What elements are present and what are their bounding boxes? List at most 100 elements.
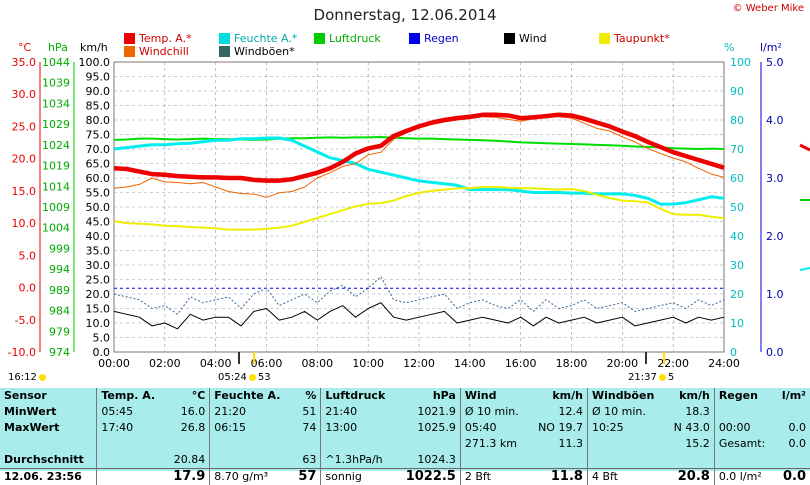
wind-tick-label: 30.0 — [86, 259, 111, 272]
rain-tick-label: 4.0 — [766, 114, 784, 127]
stats-header: Wind — [460, 388, 528, 404]
legend-item: Windchill — [124, 45, 189, 58]
stats-cell: 16.0 — [165, 404, 210, 420]
stats-cell: 13:00 — [321, 420, 396, 436]
temp-tick-label: -5.0 — [15, 314, 36, 327]
stats-cell: 12.4 — [529, 404, 588, 420]
humidity-tick-label: 20 — [730, 288, 744, 301]
pressure-tick-label: 979 — [49, 325, 70, 338]
stats-header: Sensor — [0, 388, 97, 404]
rain-tick-label: 0.0 — [766, 346, 784, 359]
wind-tick-label: 95.0 — [86, 71, 111, 84]
x-tick-label: 20:00 — [606, 357, 638, 370]
stats-row-avg: Durchschnitt 20.84 63 ^1.3hPa/h 1024.3 — [0, 452, 810, 469]
stats-cell: 21:40 — [321, 404, 396, 420]
temp-tick-label: 10.0 — [12, 217, 37, 230]
pressure-tick-label: 1039 — [42, 77, 70, 90]
pressure-tick-label: 1034 — [42, 97, 70, 110]
stats-cell — [665, 452, 714, 469]
rain-tick-label: 3.0 — [766, 172, 784, 185]
stats-cell: N 43.0 — [665, 420, 714, 436]
sunset-min-text: 5 — [668, 372, 674, 383]
legend-swatch — [409, 33, 420, 44]
stats-header-row: Sensor Temp. A. °C Feuchte A. % Luftdruc… — [0, 388, 810, 404]
statistics-table: Sensor Temp. A. °C Feuchte A. % Luftdruc… — [0, 388, 810, 485]
legend-swatch — [219, 33, 230, 44]
stats-cell: 21:20 — [210, 404, 292, 420]
humidity-tick-label: 40 — [730, 230, 744, 243]
humidity-tick-label: 60 — [730, 172, 744, 185]
stats-header: Windböen — [587, 388, 665, 404]
stats-cell — [587, 452, 665, 469]
wind-tick-label: 10.0 — [86, 317, 111, 330]
stats-cell: Ø 10 min. — [460, 404, 528, 420]
wind-tick-label: 80.0 — [86, 114, 111, 127]
stats-cell — [714, 452, 774, 469]
x-tick-label: 10:00 — [352, 357, 384, 370]
pressure-tick-label: 974 — [49, 346, 70, 359]
legend-swatch — [219, 46, 230, 57]
wind-tick-label: 5.0 — [93, 332, 111, 345]
stats-header: Temp. A. — [97, 388, 165, 404]
temp-tick-label: 0.0 — [19, 282, 37, 295]
stats-cell: 26.8 — [165, 420, 210, 436]
x-tick-label: 08:00 — [301, 357, 333, 370]
legend-label: Wind — [519, 32, 547, 45]
x-tick-label: 22:00 — [657, 357, 689, 370]
pressure-tick-label: 999 — [49, 242, 70, 255]
wind-tick-label: 15.0 — [86, 303, 111, 316]
stats-cell: 11.3 — [529, 436, 588, 452]
pressure-tick-label: 984 — [49, 305, 70, 318]
sun-icon — [39, 374, 46, 381]
stats-cell — [714, 404, 774, 420]
wind-tick-label: 65.0 — [86, 158, 111, 171]
legend-swatch — [124, 33, 135, 44]
stats-cell: ^1.3hPa/h — [321, 452, 396, 469]
edge-mark — [800, 145, 810, 150]
legend-label: Luftdruck — [329, 32, 381, 45]
statistics-panel: Sensor Temp. A. °C Feuchte A. % Luftdruc… — [0, 388, 810, 471]
legend-label: Windböen* — [234, 45, 295, 58]
stats-cell: MinWert — [0, 404, 97, 420]
stats-cell: 74 — [292, 420, 321, 436]
x-tick-label: 04:00 — [200, 357, 232, 370]
stats-cell: 271.3 km — [460, 436, 528, 452]
edge-mark — [800, 268, 810, 270]
legend-swatch — [504, 33, 515, 44]
pressure-tick-label: 1044 — [42, 56, 70, 69]
stats-cell — [396, 436, 460, 452]
wind-tick-label: 50.0 — [86, 201, 111, 214]
x-tick-label: 16:00 — [505, 357, 537, 370]
stats-cell: 0.0 — [775, 436, 810, 452]
wind-tick-label: 70.0 — [86, 143, 111, 156]
x-tick-label: 06:00 — [251, 357, 283, 370]
temp-axis-unit: °C — [18, 41, 31, 54]
daylength-info: 16:12 — [8, 372, 48, 383]
stats-cell: 10:25 — [587, 420, 665, 436]
legend-item: Luftdruck — [314, 32, 381, 45]
sunrise-min-text: 53 — [258, 372, 271, 383]
temp-tick-label: 15.0 — [12, 185, 37, 198]
stats-cell: 05:45 — [97, 404, 165, 420]
stats-cell: Ø 10 min. — [587, 404, 665, 420]
wind-tick-label: 45.0 — [86, 216, 111, 229]
wind-tick-label: 25.0 — [86, 274, 111, 287]
legend-label: Feuchte A.* — [234, 32, 297, 45]
legend-label: Temp. A.* — [139, 32, 192, 45]
humidity-tick-label: 70 — [730, 143, 744, 156]
sun-icon — [249, 374, 256, 381]
wind-tick-label: 0.0 — [93, 346, 111, 359]
stats-cell — [210, 452, 292, 469]
wind-tick-label: 40.0 — [86, 230, 111, 243]
stats-cell: MaxWert — [0, 420, 97, 436]
stats-cell: 1024.3 — [396, 452, 460, 469]
legend-item: Temp. A.* — [124, 32, 192, 45]
stats-cell: 00:00 — [714, 420, 774, 436]
legend-swatch — [599, 33, 610, 44]
wind-tick-label: 35.0 — [86, 245, 111, 258]
humidity-tick-label: 100 — [730, 56, 751, 69]
humidity-axis-unit: % — [724, 41, 734, 54]
